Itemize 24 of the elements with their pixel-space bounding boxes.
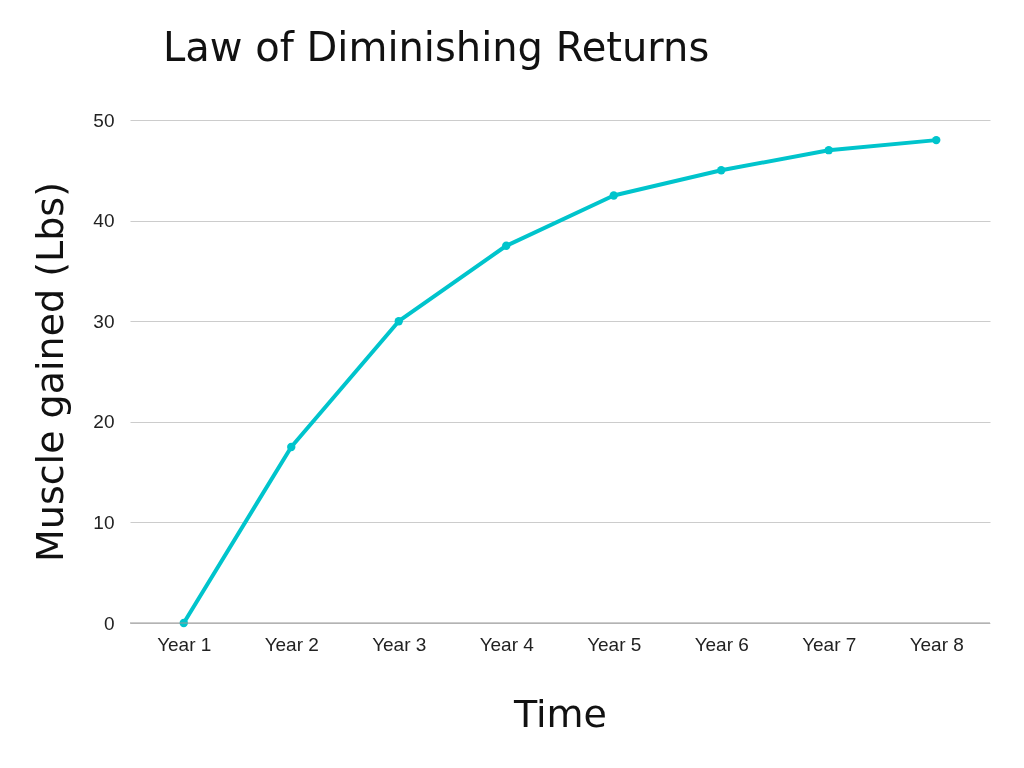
- point: [717, 166, 726, 175]
- x-tick-label: Year 8: [909, 633, 964, 655]
- point: [609, 191, 618, 200]
- chart-title: Law of Diminishing Returns: [163, 24, 710, 70]
- x-tick-label: Year 7: [802, 633, 857, 655]
- x-tick-label: Year 3: [372, 633, 427, 655]
- point: [287, 442, 296, 452]
- x-tick-label: Year 2: [264, 633, 319, 655]
- x-tick-label: Year 5: [587, 633, 642, 655]
- x-tick-label: Year 6: [694, 633, 749, 655]
- y-tick-label: 40: [93, 210, 115, 232]
- point: [824, 146, 833, 155]
- x-tick-label: Year 4: [479, 633, 535, 655]
- y-tick-label: 30: [93, 310, 115, 332]
- y-tick-label: 50: [93, 109, 115, 131]
- y-axis-title: Muscle gained (Lbs): [28, 182, 73, 562]
- y-tick-label: 10: [93, 511, 115, 533]
- y-tick-label: 20: [93, 411, 115, 433]
- x-tick-label: Year 1: [157, 633, 212, 655]
- x-axis-title: Time: [513, 691, 607, 736]
- point: [502, 241, 511, 250]
- y-tick-label: 0: [103, 612, 115, 634]
- point: [394, 317, 403, 326]
- point: [932, 135, 941, 145]
